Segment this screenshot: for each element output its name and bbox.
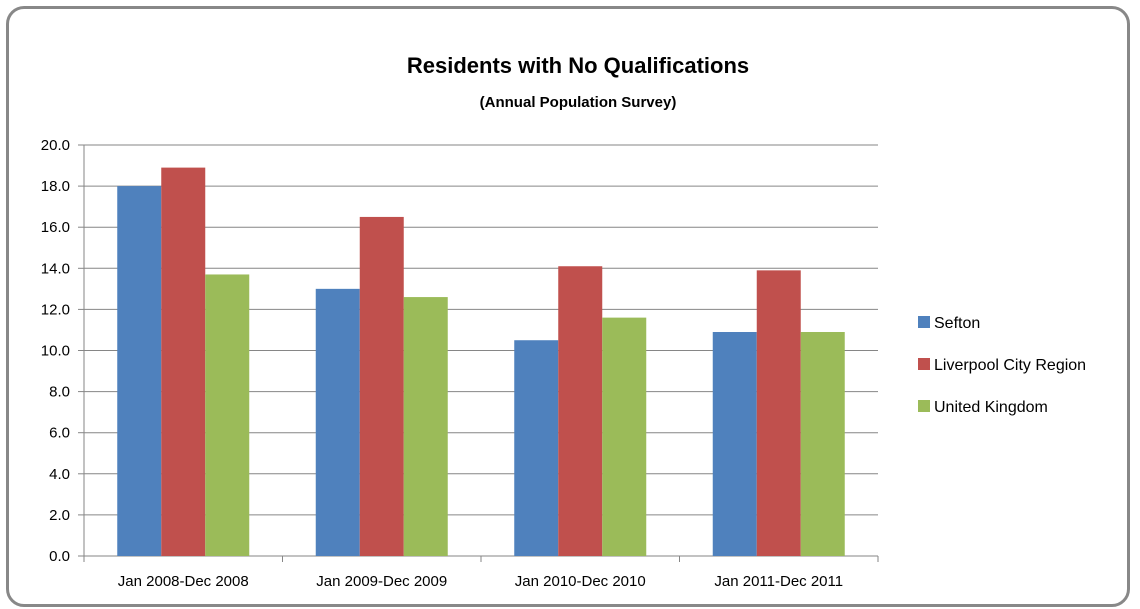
y-tick-label: 0.0 bbox=[49, 548, 70, 565]
x-tick-label: Jan 2008-Dec 2008 bbox=[118, 573, 249, 590]
y-tick-label: 12.0 bbox=[41, 301, 70, 318]
bars bbox=[117, 167, 845, 557]
bar-liverpool-city-region bbox=[558, 266, 603, 556]
legend-swatch bbox=[918, 400, 930, 412]
y-tick-labels: 0.0 2.0 4.0 6.0 8.0 10.0 12.0 14.0 16.0 18.0 20.0 bbox=[41, 137, 70, 565]
x-tick-label: Jan 2009-Dec 2009 bbox=[316, 573, 447, 590]
y-tick-label: 10.0 bbox=[41, 343, 70, 360]
legend-label: Sefton bbox=[934, 315, 980, 332]
bar-united-kingdom bbox=[602, 317, 647, 556]
bar-liverpool-city-region bbox=[161, 167, 206, 557]
x-tick-label: Jan 2010-Dec 2010 bbox=[515, 573, 646, 590]
chart-title: Residents with No Qualifications bbox=[407, 53, 749, 78]
bar-sefton bbox=[117, 186, 162, 556]
legend: Sefton Liverpool City Region United Kingdo… bbox=[918, 315, 1086, 416]
y-tick-label: 14.0 bbox=[41, 260, 70, 277]
chart-subtitle: (Annual Population Survey) bbox=[480, 94, 677, 111]
bar-united-kingdom bbox=[205, 274, 250, 556]
bar-liverpool-city-region bbox=[756, 270, 801, 556]
x-tick-label: Jan 2011-Dec 2011 bbox=[714, 573, 843, 590]
legend-label: United Kingdom bbox=[934, 399, 1048, 416]
y-tick-label: 2.0 bbox=[49, 507, 70, 524]
legend-swatch bbox=[918, 358, 930, 370]
bar-sefton bbox=[712, 332, 757, 556]
y-tick-label: 16.0 bbox=[41, 219, 70, 236]
bar-sefton bbox=[514, 340, 559, 556]
bar-united-kingdom bbox=[800, 332, 845, 556]
legend-swatch bbox=[918, 316, 930, 328]
x-tick-labels: Jan 2008-Dec 2008 Jan 2009-Dec 2009 Jan 20… bbox=[118, 573, 843, 590]
bar-liverpool-city-region bbox=[359, 216, 404, 557]
y-tick-label: 6.0 bbox=[49, 425, 70, 442]
legend-label: Liverpool City Region bbox=[934, 357, 1086, 374]
y-tick-label: 8.0 bbox=[49, 384, 70, 401]
bar-united-kingdom bbox=[403, 297, 448, 556]
bar-sefton bbox=[315, 288, 360, 556]
y-tick-label: 20.0 bbox=[41, 137, 70, 154]
y-tick-label: 4.0 bbox=[49, 466, 70, 483]
y-tick-label: 18.0 bbox=[41, 178, 70, 195]
